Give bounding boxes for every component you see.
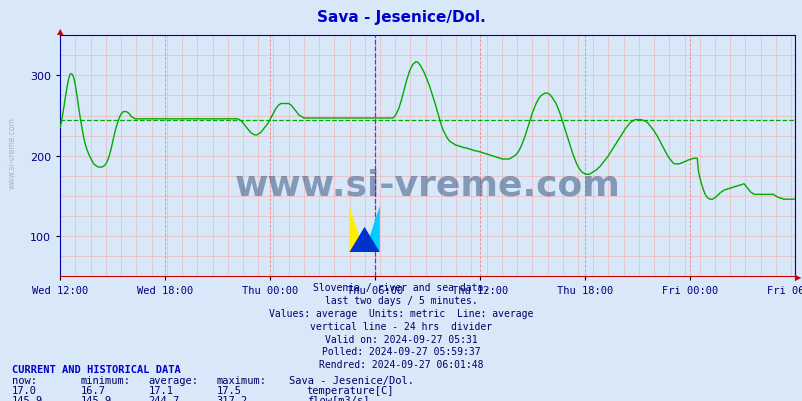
Text: minimum:: minimum: bbox=[80, 375, 130, 385]
Text: average:: average: bbox=[148, 375, 198, 385]
Text: ▶: ▶ bbox=[794, 272, 800, 281]
Text: 145.9: 145.9 bbox=[80, 395, 111, 401]
Text: 244.7: 244.7 bbox=[148, 395, 180, 401]
Text: Slovenia / river and sea data.
last two days / 5 minutes.
Values: average  Units: Slovenia / river and sea data. last two … bbox=[269, 283, 533, 369]
Text: www.si-vreme.com: www.si-vreme.com bbox=[234, 168, 620, 202]
Text: 145.9: 145.9 bbox=[12, 395, 43, 401]
Text: 17.5: 17.5 bbox=[217, 385, 241, 395]
Text: 317.2: 317.2 bbox=[217, 395, 248, 401]
Text: 17.1: 17.1 bbox=[148, 385, 173, 395]
Polygon shape bbox=[349, 207, 364, 253]
Text: maximum:: maximum: bbox=[217, 375, 266, 385]
Text: 16.7: 16.7 bbox=[80, 385, 105, 395]
Text: CURRENT AND HISTORICAL DATA: CURRENT AND HISTORICAL DATA bbox=[12, 364, 180, 374]
Text: Sava - Jesenice/Dol.: Sava - Jesenice/Dol. bbox=[289, 375, 414, 385]
Text: 17.0: 17.0 bbox=[12, 385, 37, 395]
Text: Sava - Jesenice/Dol.: Sava - Jesenice/Dol. bbox=[317, 10, 485, 25]
Text: temperature[C]: temperature[C] bbox=[306, 385, 394, 395]
Text: ▲: ▲ bbox=[57, 27, 63, 36]
Text: now:: now: bbox=[12, 375, 37, 385]
Polygon shape bbox=[364, 207, 379, 253]
Polygon shape bbox=[349, 227, 379, 253]
Text: www.si-vreme.com: www.si-vreme.com bbox=[7, 117, 16, 188]
Text: flow[m3/s]: flow[m3/s] bbox=[306, 395, 369, 401]
